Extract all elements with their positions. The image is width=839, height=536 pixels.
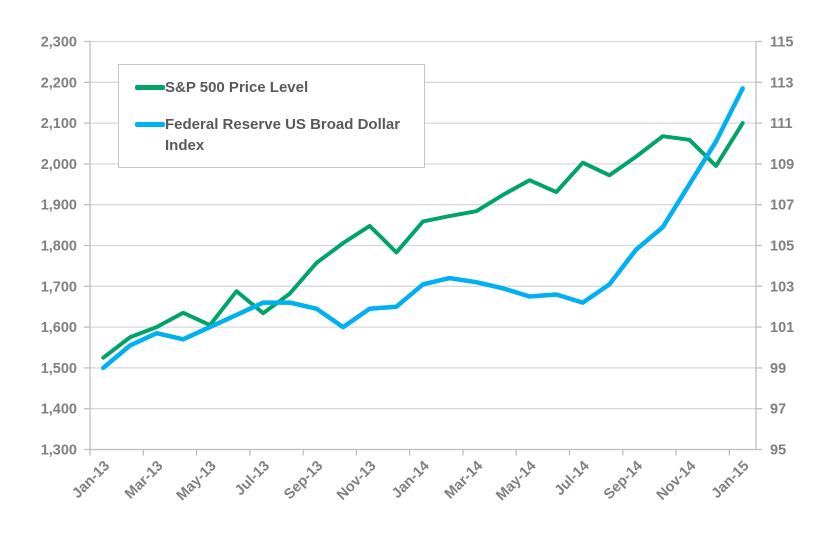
x-axis-tick-label: Jan-13 — [69, 458, 113, 502]
dollar-index-line-swatch — [135, 122, 165, 128]
legend: S&P 500 Price Level Federal Reserve US B… — [118, 64, 425, 168]
x-axis-tick-label: Nov-14 — [654, 458, 700, 504]
x-axis-tick-label: Nov-13 — [334, 458, 380, 504]
y-axis-left-tick-label: 1,400 — [41, 402, 77, 418]
y-axis-right-tick-label: 99 — [770, 361, 786, 377]
x-axis-tick-label: May-13 — [174, 458, 220, 504]
x-axis-tick-label: Sep-13 — [281, 458, 326, 503]
y-axis-right-tick-label: 95 — [770, 443, 786, 459]
y-axis-left-tick-label: 2,300 — [41, 35, 77, 51]
y-axis-right-tick-label: 103 — [770, 279, 794, 295]
sp500-line-swatch — [135, 85, 165, 90]
y-axis-right-tick-label: 111 — [770, 116, 793, 132]
y-axis-left-tick-label: 2,000 — [41, 157, 77, 173]
y-axis-left-tick-label: 1,800 — [41, 239, 77, 255]
legend-item-dollar-index: Federal Reserve US Broad Dollar Index — [135, 115, 414, 156]
x-axis-tick-label: May-14 — [493, 458, 539, 504]
y-axis-left-tick-label: 1,700 — [41, 279, 77, 295]
series-line-dollar-index — [101, 86, 745, 371]
x-axis-tick-label: Jan-15 — [709, 458, 753, 502]
legend-label-dollar-index: Federal Reserve US Broad Dollar Index — [165, 116, 401, 154]
legend-label-sp500: S&P 500 Price Level — [165, 79, 309, 96]
x-axis-tick-label: Jan-14 — [389, 458, 433, 502]
legend-item-sp500: S&P 500 Price Level — [135, 78, 414, 98]
y-axis-right-tick-label: 97 — [770, 402, 786, 418]
y-axis-right-tick-label: 109 — [770, 157, 794, 173]
y-axis-right-tick-label: 101 — [770, 320, 794, 336]
y-axis-left-tick-label: 1,500 — [41, 361, 77, 377]
x-axis-tick-label: Jul-14 — [552, 458, 593, 499]
y-axis-left-tick-label: 2,200 — [41, 75, 77, 91]
y-axis-right-tick-label: 113 — [770, 75, 793, 91]
y-axis-right-tick-label: 107 — [770, 198, 794, 214]
x-axis-tick-label: Sep-14 — [601, 458, 646, 503]
y-axis-right-tick-label: 115 — [770, 35, 793, 51]
y-axis-left-tick-label: 1,600 — [41, 320, 77, 336]
y-axis-left-tick-label: 1,300 — [41, 443, 77, 459]
x-axis-tick-label: Mar-14 — [442, 458, 486, 502]
x-axis-tick-label: Mar-13 — [122, 458, 166, 502]
y-axis-left-tick-label: 1,900 — [41, 198, 77, 214]
y-axis-right-tick-label: 105 — [770, 239, 794, 255]
y-axis-left-tick-label: 2,100 — [41, 116, 77, 132]
x-axis-tick-label: Jul-13 — [232, 458, 273, 499]
